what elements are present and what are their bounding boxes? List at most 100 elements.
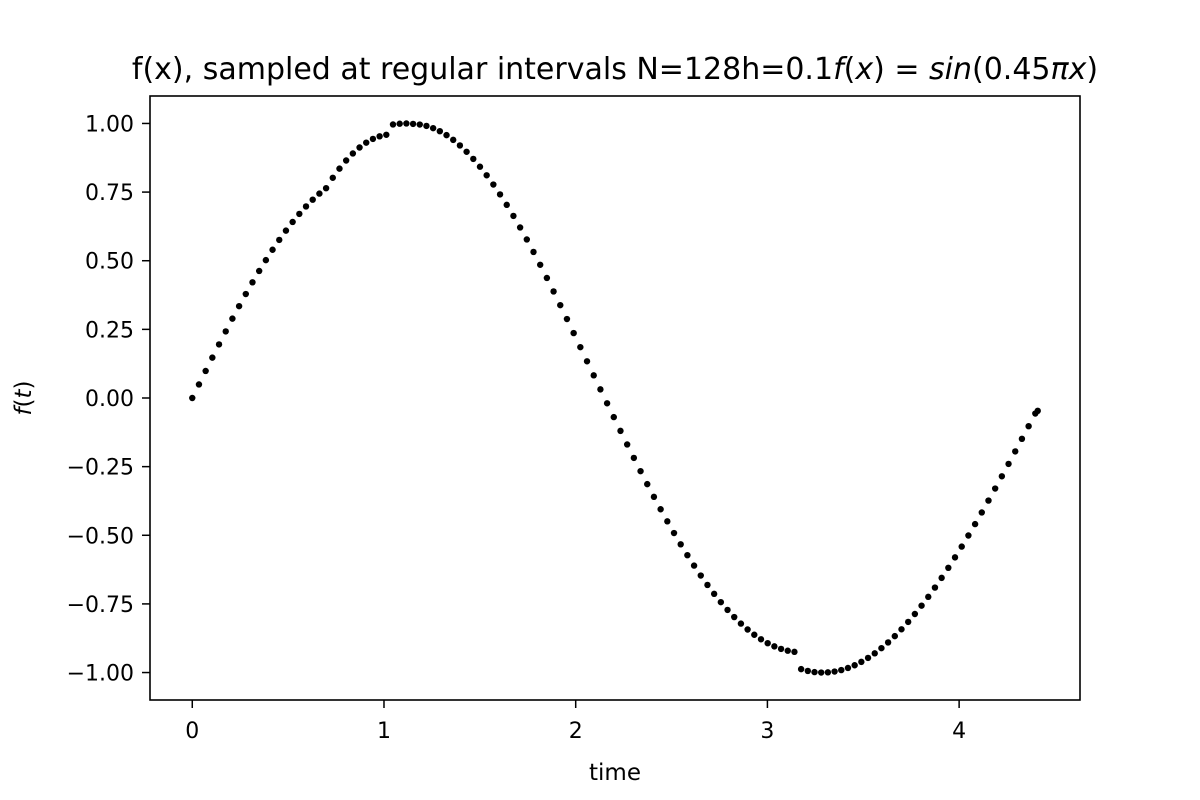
data-point (871, 650, 878, 657)
data-point (249, 279, 256, 286)
data-point (844, 664, 852, 672)
data-point (931, 584, 939, 591)
data-point (383, 131, 390, 138)
data-point (470, 155, 477, 163)
data-point (630, 454, 638, 462)
data-point (282, 227, 290, 234)
data-point (650, 493, 658, 501)
data-point (570, 329, 577, 337)
data-point (744, 626, 751, 633)
data-point (597, 386, 604, 393)
data-point (222, 328, 229, 335)
data-point (664, 518, 671, 525)
data-point (925, 593, 932, 601)
data-point (463, 148, 470, 155)
data-point (918, 602, 925, 609)
data-point (1025, 422, 1032, 430)
data-point (577, 343, 584, 351)
ylabel-close: ) (11, 380, 37, 389)
data-point (637, 467, 644, 475)
x-axis-ticks: 0 1 2 3 4 (185, 700, 966, 744)
data-point (971, 520, 979, 528)
data-point (991, 485, 999, 492)
data-point (951, 554, 959, 561)
data-point (255, 267, 263, 275)
data-point (316, 190, 323, 197)
data-point (771, 643, 778, 650)
data-point (389, 121, 397, 128)
ylabel-t: t (11, 388, 37, 398)
data-point (369, 135, 377, 143)
plot-area-frame (149, 95, 1081, 701)
data-point (684, 551, 691, 559)
data-point (904, 618, 912, 626)
data-point (1034, 407, 1041, 415)
data-point (804, 667, 812, 675)
data-point (289, 218, 296, 226)
data-point (262, 256, 270, 264)
chart-title: f(x), sampled at regular intervals N=128… (132, 52, 1098, 87)
data-point (623, 441, 631, 448)
data-point (536, 261, 544, 268)
data-point (797, 665, 805, 673)
data-point (215, 341, 223, 348)
data-point (945, 564, 952, 572)
data-point (209, 354, 216, 361)
data-point (269, 246, 276, 253)
title-math-close: ) (1086, 52, 1098, 87)
data-point (657, 506, 664, 513)
data-point (235, 302, 243, 310)
data-point (985, 497, 992, 504)
data-point (349, 150, 357, 157)
data-point (416, 121, 423, 128)
data-point (590, 372, 597, 379)
data-point (851, 662, 858, 669)
data-point (864, 654, 872, 662)
data-point (998, 473, 1006, 480)
data-point (690, 562, 698, 569)
data-point (242, 290, 249, 298)
data-point (610, 413, 617, 421)
y-axis-label: f(t) (11, 380, 37, 415)
title-math-x1: x (854, 52, 873, 87)
data-point (476, 163, 484, 170)
data-point (342, 157, 350, 164)
data-point (436, 127, 444, 135)
title-plain: f(x), sampled at regular intervals N=128… (132, 52, 833, 87)
data-point (978, 509, 985, 516)
y-tick-label: −0.75 (67, 593, 134, 618)
data-point (563, 315, 571, 323)
data-points (189, 120, 1041, 676)
y-axis-ticks: 1.00 0.75 0.50 0.25 0.00 −0.25 −0.50 −0.75 −1.00 (67, 112, 150, 687)
data-point (510, 212, 517, 220)
y-tick-label: 0.00 (85, 387, 134, 412)
data-point (958, 543, 965, 550)
data-point (322, 184, 330, 192)
data-point (583, 358, 591, 365)
data-point (276, 236, 283, 244)
title-math-arg: (0.45 (972, 52, 1051, 87)
data-point (456, 142, 464, 149)
data-point (1005, 460, 1012, 468)
data-point (329, 174, 336, 181)
data-point (898, 626, 905, 633)
data-point (878, 644, 885, 652)
title-math-open: ( (844, 52, 856, 87)
y-tick-label: 0.25 (85, 318, 134, 343)
ylabel-f: f (11, 405, 37, 416)
data-point (376, 133, 383, 140)
data-point (838, 666, 845, 674)
x-tick-label: 1 (377, 719, 391, 744)
data-point (724, 606, 731, 614)
y-tick-label: −0.25 (67, 456, 134, 481)
x-tick-label: 0 (185, 719, 199, 744)
data-point (617, 427, 624, 435)
x-tick-label: 2 (569, 719, 583, 744)
data-point (1018, 435, 1026, 443)
data-point (336, 165, 343, 172)
data-point (764, 639, 771, 647)
data-point (731, 613, 738, 621)
data-point (884, 639, 892, 646)
data-point (737, 620, 745, 627)
